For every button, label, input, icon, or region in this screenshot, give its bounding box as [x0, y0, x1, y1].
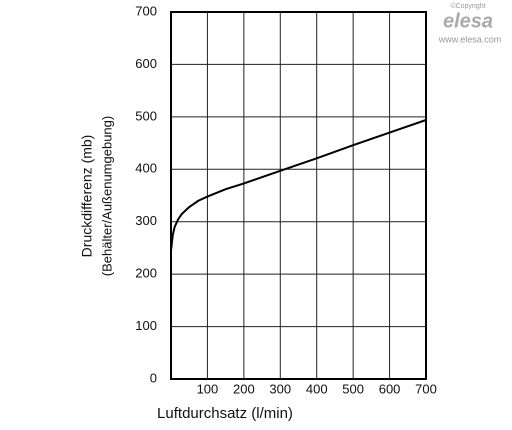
y-tick-label: 700 — [135, 3, 157, 18]
y-tick-label: 0 — [150, 370, 157, 385]
x-tick-label: 200 — [233, 381, 255, 396]
y-tick-label: 100 — [135, 318, 157, 333]
x-tick-label: 600 — [379, 381, 401, 396]
y-tick-label: 300 — [135, 213, 157, 228]
copyright: ©Copyright — [450, 2, 485, 10]
y-tick-label: 200 — [135, 266, 157, 281]
y-tick-label: 600 — [135, 56, 157, 71]
brand-logo: elesa — [443, 10, 493, 32]
y-axis-label: (Behälter/Außenumgebung) — [99, 116, 114, 276]
y-tick-label: 500 — [135, 108, 157, 123]
x-tick-label: 700 — [415, 381, 437, 396]
x-axis-label: Luftdurchsatz (l/min) — [157, 405, 293, 422]
x-tick-label: 300 — [269, 381, 291, 396]
logo-url: www.elesa.com — [438, 34, 502, 44]
line — [170, 119, 427, 251]
y-tick-label: 400 — [135, 161, 157, 176]
x-tick-label: 500 — [342, 381, 364, 396]
plot-frame — [170, 11, 427, 380]
y-axis-label: Druckdifferenz (mb) — [79, 135, 95, 258]
x-tick-label: 100 — [197, 381, 219, 396]
x-tick-label: 400 — [306, 381, 328, 396]
